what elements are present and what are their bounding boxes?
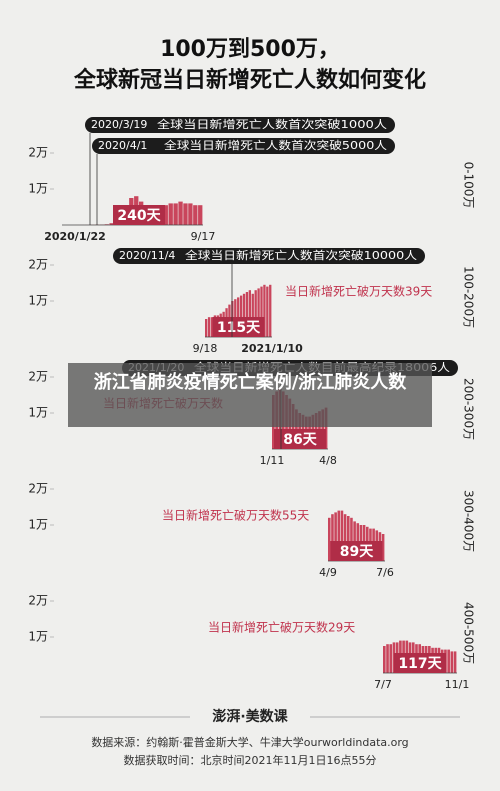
logo: 澎湃·美数课 bbox=[212, 708, 288, 725]
annotation-date: 2020/11/4 bbox=[119, 249, 175, 262]
bar bbox=[188, 203, 193, 225]
bar bbox=[266, 286, 269, 337]
bar bbox=[453, 651, 457, 673]
title-line: 100万到500万， bbox=[160, 37, 340, 62]
note: 当日新增死亡破万天数39天 bbox=[285, 284, 432, 299]
annotation-date: 2020/3/19 bbox=[91, 118, 147, 131]
y-tick-label: 2万 bbox=[28, 370, 48, 384]
bar bbox=[245, 292, 249, 337]
bar bbox=[343, 514, 347, 561]
x-end-label: 2021/1/10 bbox=[241, 342, 303, 355]
y-tick-label: 1万 bbox=[28, 406, 48, 420]
duration-box bbox=[394, 653, 446, 673]
bar bbox=[248, 290, 252, 337]
annotation-box bbox=[92, 138, 395, 154]
x-start-label: 1/11 bbox=[260, 454, 285, 467]
bar bbox=[205, 319, 208, 337]
duration-label: 115天 bbox=[217, 320, 261, 336]
y-tick-label: 2万 bbox=[28, 594, 48, 608]
bar bbox=[350, 517, 353, 561]
bar bbox=[324, 407, 328, 449]
annotation-date: 2020/4/1 bbox=[98, 139, 147, 152]
x-start-label: 9/18 bbox=[193, 342, 218, 355]
bar bbox=[109, 223, 114, 225]
x-start-label: 4/9 bbox=[319, 566, 337, 579]
x-end-label: 7/6 bbox=[376, 566, 394, 579]
caption-overlay: 浙江省肺炎疫情死亡案例/浙江肺炎人数 bbox=[68, 363, 432, 427]
note: 当日新增死亡破万天数29天 bbox=[208, 620, 355, 635]
bar bbox=[163, 205, 168, 225]
y-tick-label: 1万 bbox=[28, 294, 48, 308]
annotation-text: 全球当日新增死亡人数首次突破5000人 bbox=[164, 138, 387, 152]
duration-label: 117天 bbox=[398, 656, 442, 672]
x-end-label: 9/17 bbox=[191, 230, 216, 243]
bar bbox=[193, 205, 198, 225]
bar bbox=[328, 517, 331, 561]
x-start-label: 2020/1/22 bbox=[44, 230, 106, 243]
bar bbox=[389, 644, 393, 673]
x-end-label: 11/1 bbox=[445, 678, 470, 691]
duration-box bbox=[113, 205, 165, 225]
bar bbox=[239, 295, 243, 337]
bar bbox=[450, 651, 454, 673]
bar bbox=[198, 205, 203, 225]
bar bbox=[331, 514, 334, 561]
source: 数据来源：约翰斯·霍普金斯大学、牛津大学ourworldindata.org bbox=[91, 735, 408, 749]
y-tick-label: 2万 bbox=[28, 146, 48, 160]
bar bbox=[337, 510, 341, 561]
bar bbox=[183, 203, 188, 225]
annotation-box bbox=[85, 117, 395, 133]
duration-label: 89天 bbox=[340, 544, 374, 560]
y-tick-label: 2万 bbox=[28, 258, 48, 272]
bar bbox=[242, 293, 246, 337]
bar bbox=[347, 516, 350, 561]
bar bbox=[254, 290, 257, 337]
duration-label: 86天 bbox=[283, 432, 317, 448]
duration-box bbox=[274, 429, 326, 449]
bar bbox=[381, 534, 385, 561]
y-tick-label: 1万 bbox=[28, 518, 48, 532]
x-end-label: 4/8 bbox=[319, 454, 337, 467]
bar bbox=[334, 512, 337, 561]
bar bbox=[340, 510, 344, 561]
bar bbox=[257, 288, 260, 337]
y-tick-label: 1万 bbox=[28, 182, 48, 196]
bar bbox=[251, 293, 254, 337]
y-tick-label: 2万 bbox=[28, 482, 48, 496]
duration-label: 240天 bbox=[117, 208, 161, 224]
x-start-label: 7/7 bbox=[374, 678, 392, 691]
annotation-text: 全球当日新增死亡人数首次突破1000人 bbox=[157, 117, 387, 131]
note: 当日新增死亡破万天数55天 bbox=[162, 508, 309, 523]
bar bbox=[263, 284, 266, 337]
annotation-box bbox=[113, 248, 425, 264]
bar bbox=[210, 317, 214, 337]
bar bbox=[178, 201, 183, 225]
fetch-time: 数据获取时间：北京时间2021年11月1日16点55分 bbox=[124, 753, 377, 767]
y-tick-label: 1万 bbox=[28, 630, 48, 644]
range-label: 400-500万 bbox=[462, 602, 476, 664]
bar bbox=[269, 284, 272, 337]
bar bbox=[173, 203, 178, 225]
bar bbox=[207, 317, 211, 337]
bar bbox=[447, 649, 450, 673]
range-label: 300-400万 bbox=[462, 490, 476, 552]
bar bbox=[386, 644, 389, 673]
bar bbox=[260, 286, 263, 337]
duration-box bbox=[212, 317, 265, 337]
duration-box bbox=[330, 541, 383, 561]
range-label: 0-100万 bbox=[462, 162, 476, 209]
bar bbox=[168, 203, 173, 225]
bar bbox=[392, 642, 396, 673]
range-label: 100-200万 bbox=[462, 266, 476, 328]
bar bbox=[383, 646, 386, 673]
annotation-text: 全球当日新增死亡人数首次突破10000人 bbox=[185, 248, 417, 262]
range-label: 200-300万 bbox=[462, 378, 476, 440]
title-line: 全球新冠当日新增死亡人数如何变化 bbox=[73, 67, 426, 93]
